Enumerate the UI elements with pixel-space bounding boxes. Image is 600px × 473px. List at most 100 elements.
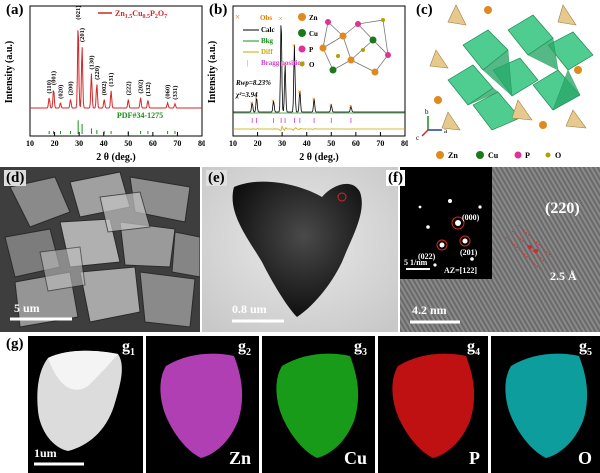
peak-label: (021) — [75, 6, 82, 20]
obs-marker: × — [312, 96, 316, 104]
eds-tile-o: g5 O — [491, 336, 600, 473]
rietveld-legend: × Obs Calc Bkg Diff | Bragg position Rwp… — [235, 12, 305, 99]
legend-bkg: Bkg — [261, 37, 274, 45]
zn-atom — [574, 66, 582, 74]
legend-calc: Calc — [261, 26, 275, 34]
x-tick-label: 10 — [229, 139, 237, 148]
legend-cu: Cu — [488, 151, 499, 160]
diffraction-spot — [418, 205, 422, 209]
p-atom — [355, 21, 361, 27]
axis-a: a — [444, 127, 448, 135]
rwp-value: Rwp=8.23% — [235, 79, 271, 87]
panel-label-a: (a) — [4, 2, 26, 18]
axis-b: b — [425, 108, 429, 116]
peak-label: (202) — [138, 80, 145, 94]
obs-marker: × — [297, 88, 301, 96]
cu-map — [276, 353, 359, 458]
tile-label: g5 — [579, 338, 592, 359]
diffraction-spot — [455, 220, 461, 226]
p-tetrahedron — [511, 99, 533, 121]
zn-atom — [371, 68, 379, 76]
x-tick-label: 20 — [254, 139, 262, 148]
element-label: Cu — [343, 448, 367, 468]
zn-atom — [434, 96, 442, 104]
tile-label: g4 — [467, 338, 480, 359]
element-label: Zn — [228, 448, 251, 468]
panel-label-c: (c) — [414, 2, 435, 18]
x-tick-label: 20 — [51, 139, 59, 148]
spot-label-000: (000) — [462, 213, 480, 222]
p-atom — [385, 52, 391, 58]
eds-tile-cu: g3 Cu — [262, 336, 375, 473]
scale-bar-label: 1um — [34, 446, 57, 460]
spot-marker-022 — [436, 239, 448, 251]
panel-label-e: (e) — [206, 170, 227, 186]
p-tetrahedron — [565, 109, 587, 129]
p-atom — [325, 19, 331, 25]
calc-line — [233, 25, 405, 113]
obs-marker: × — [348, 103, 352, 111]
x-tick-label: 50 — [124, 139, 132, 148]
legend-diff: Diff — [261, 48, 273, 56]
zone-axis-label: AZ=[122] — [444, 266, 477, 275]
o-atom — [336, 54, 340, 58]
panel-c: a b c Zn Cu P O (c) — [408, 0, 600, 165]
cu-atom — [329, 66, 337, 74]
legend-o: O — [555, 151, 561, 160]
spot-marker-000 — [451, 216, 465, 230]
x-tick-label: 70 — [376, 139, 384, 148]
x-tick-label: 60 — [352, 139, 360, 148]
peak-label: (130) — [88, 56, 95, 70]
axes-indicator: a b c — [416, 108, 448, 142]
x-tick-label: 10 — [26, 139, 34, 148]
tem-image: 0.8 um — [202, 167, 398, 332]
rietveld-chart: ×× ××××××× × 10 20 30 40 50 60 70 80 × Obs Calc B… — [207, 5, 409, 163]
panel-d: 5 um (d) — [0, 167, 201, 332]
peak-label: (220) — [94, 66, 101, 80]
eds-tile-haadf: 1um g1 — [28, 336, 143, 473]
scale-bar-label: 5 um — [14, 301, 40, 315]
d-spacing-label: 2.5 Å — [550, 269, 577, 283]
tile-label: g3 — [354, 338, 367, 359]
spot-marker-201 — [459, 235, 471, 247]
xrd-pattern — [30, 30, 202, 109]
element-label: P — [469, 448, 480, 468]
spot-label-022: (022) — [418, 252, 436, 261]
plot-frame — [232, 5, 406, 137]
legend-p: P — [525, 151, 530, 160]
scale-bar-label: 0.8 um — [232, 302, 267, 316]
legend-obs: Obs — [260, 14, 272, 22]
peak-label: (110) — [46, 80, 53, 94]
x-tick-label: 80 — [401, 139, 408, 148]
peak-label: (201) — [79, 28, 86, 42]
obs-marker: × — [329, 101, 333, 109]
p-tetrahedron — [429, 49, 449, 69]
zn-atom — [347, 56, 355, 64]
legend-zn-dot — [298, 13, 306, 21]
saed-region-marker — [337, 192, 347, 202]
reference-label: PDF#34-1275 — [117, 111, 163, 120]
panel-b: × × × × × × × × × × 10 20 30 40 50 60 70 80 × Obs Calc B… — [203, 0, 409, 165]
peak-label: (002) — [101, 81, 108, 95]
element-label: O — [577, 448, 592, 468]
zn-atom — [319, 44, 327, 52]
eds-tile-p: g4 P — [378, 336, 488, 473]
panel-label-g: (g) — [4, 336, 26, 352]
obs-marker: × — [279, 15, 283, 23]
eds-tile-zn: g2 Zn — [146, 336, 259, 473]
o-atom — [361, 48, 365, 52]
o-map — [505, 353, 588, 458]
peak-label: (200) — [68, 81, 75, 95]
crystal-structure: a b c Zn Cu P O — [408, 0, 600, 165]
legend-o: O — [309, 61, 315, 69]
d-spacing-marker — [528, 245, 532, 249]
legend-p-dot — [514, 151, 522, 159]
x-tick-label: 50 — [327, 139, 335, 148]
panel-label-d: (d) — [4, 170, 27, 186]
obs-marker: × — [254, 95, 258, 103]
o-atom — [381, 18, 385, 22]
legend-zn-dot — [436, 151, 444, 159]
legend-p: P — [309, 46, 314, 54]
tile-label: g1 — [122, 338, 135, 359]
legend-label: Zn1.5Cu0.5P2O7 — [115, 9, 167, 20]
